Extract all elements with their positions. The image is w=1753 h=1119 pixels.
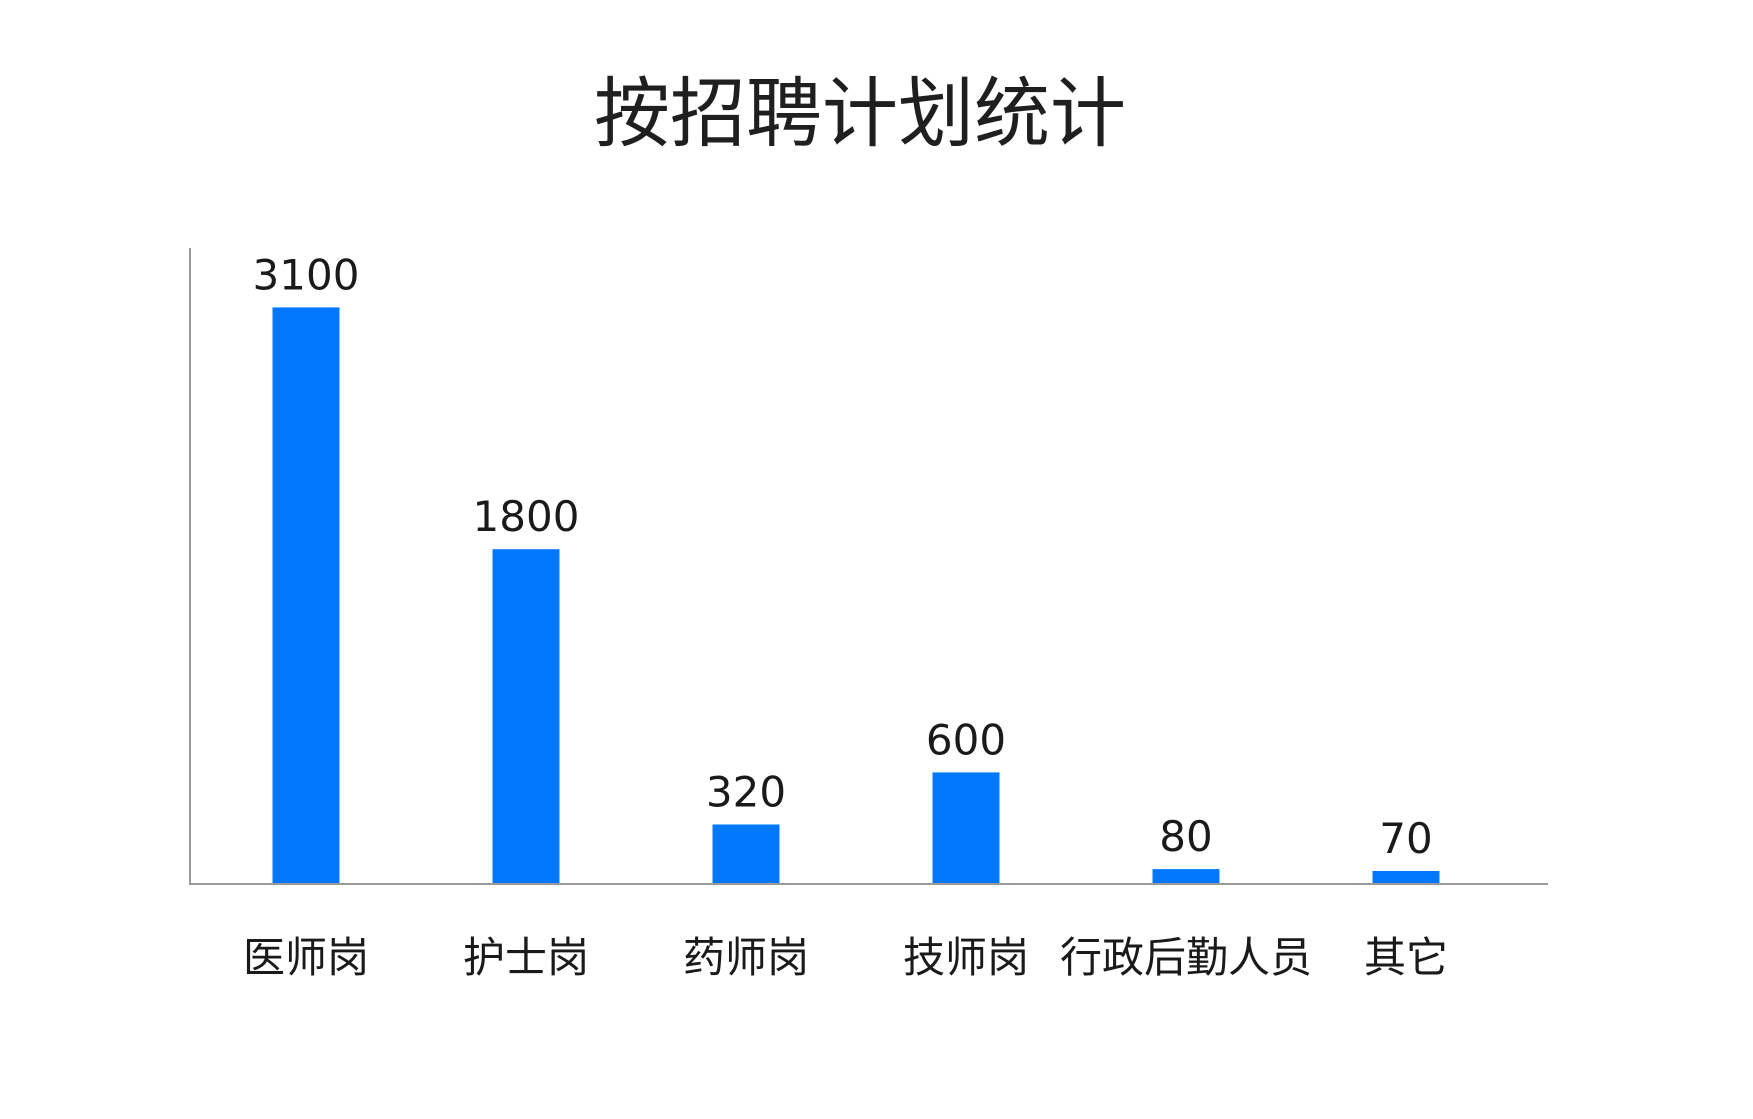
- category-label-4: 行政后勤人员: [1060, 933, 1312, 982]
- category-label-5: 其它: [1364, 933, 1448, 982]
- bar-1: [492, 549, 560, 884]
- data-label-5: 70: [1379, 814, 1432, 863]
- bar-2: [712, 824, 780, 884]
- category-label-3: 技师岗: [903, 933, 1029, 982]
- data-label-3: 600: [926, 715, 1006, 764]
- bar-4: [1152, 869, 1220, 884]
- category-label-2: 药师岗: [683, 933, 809, 982]
- bar-0: [272, 307, 340, 884]
- chart-title: 按招聘计划统计: [594, 69, 1126, 158]
- data-label-4: 80: [1159, 812, 1212, 861]
- category-label-0: 医师岗: [243, 933, 369, 982]
- data-labels-layer: 3100 1800 320 600 80 70: [253, 250, 1433, 863]
- bar-5: [1372, 870, 1440, 884]
- data-label-1: 1800: [473, 492, 580, 541]
- bars-layer: [272, 307, 1440, 884]
- data-label-2: 320: [706, 767, 786, 816]
- bar-3: [932, 772, 1000, 884]
- category-label-1: 护士岗: [463, 933, 589, 982]
- data-label-0: 3100: [253, 250, 360, 299]
- category-labels-layer: 医师岗 护士岗 药师岗 技师岗 行政后勤人员 其它: [243, 933, 1448, 982]
